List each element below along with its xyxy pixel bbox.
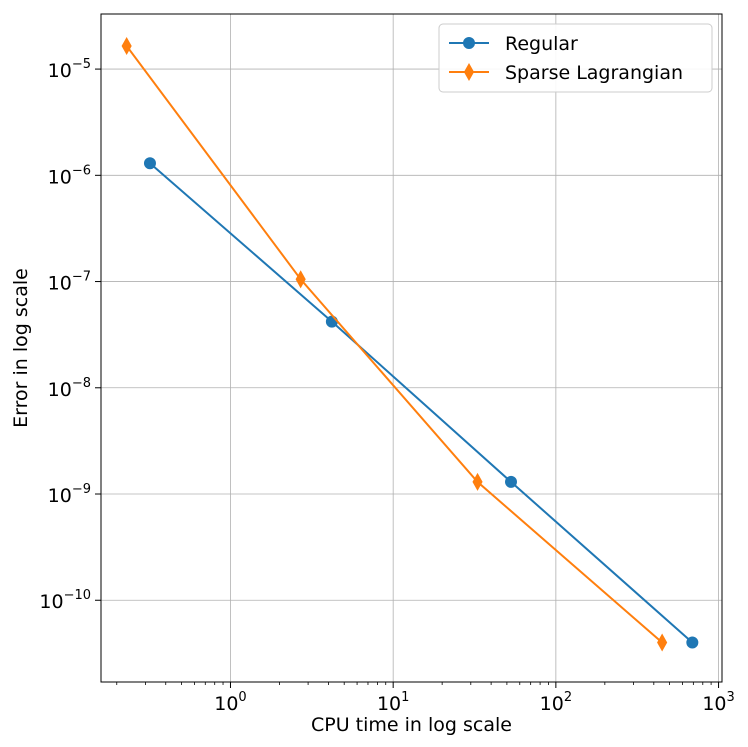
grid [101,14,722,682]
axis-ticks: 100 101 102 103 10−10 10−9 10−8 10−7 10−6 10−5 [39,57,734,715]
legend-label: Regular [505,33,578,55]
x-tick-label: 101 [377,690,409,715]
data-point [325,315,338,328]
legend-box [438,23,713,93]
series-lines [121,36,699,652]
y-tick-label: 10−10 [39,588,91,613]
series-regular [143,157,699,649]
x-tick-label: 103 [702,690,734,715]
data-point [143,157,156,170]
x-tick-label: 102 [540,690,572,715]
data-point [472,472,483,491]
y-tick-label: 10−8 [48,376,91,401]
series-line [125,45,663,644]
legend: Regular Sparse Lagrangian [438,23,713,93]
series-sparse-lagrangian [121,36,668,652]
legend-marker [463,62,475,82]
x-axis-title: CPU time in log scale [311,714,512,736]
x-tick-label: 100 [214,690,246,715]
y-tick-label: 10−5 [48,57,91,82]
series-line [149,162,693,644]
y-tick-label: 10−7 [48,270,91,295]
plot-frame [100,13,723,683]
y-axis-title: Error in log scale [10,268,32,428]
y-tick-label: 10−9 [48,482,91,507]
legend-entry: Sparse Lagrangian [449,62,683,84]
legend-marker [463,37,475,49]
legend-entry: Regular [449,33,578,55]
y-tick-label: 10−6 [48,163,91,188]
data-point [686,636,699,649]
data-point [505,475,518,488]
data-point [121,36,132,55]
legend-label: Sparse Lagrangian [505,62,683,84]
data-point [657,633,668,652]
data-point [295,270,306,289]
